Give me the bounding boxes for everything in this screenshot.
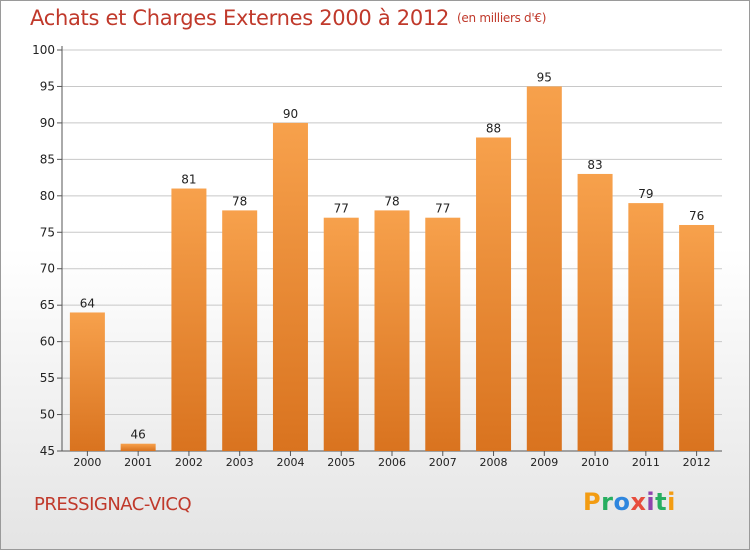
x-tick-label: 2000 [73, 456, 101, 469]
x-tick-label: 2002 [175, 456, 203, 469]
x-tick-label: 2001 [124, 456, 152, 469]
y-tick-label: 50 [40, 408, 55, 422]
logo-letter: r [601, 488, 614, 516]
bar-value-label: 81 [181, 173, 196, 187]
bar-value-label: 77 [435, 202, 450, 216]
bar-value-label: 88 [486, 121, 501, 135]
y-tick-label: 85 [40, 152, 55, 166]
x-tick-label: 2012 [683, 456, 711, 469]
y-tick-label: 75 [40, 225, 55, 239]
bar [171, 188, 207, 451]
logo-letter: t [655, 488, 668, 516]
logo-letter: x [630, 488, 647, 516]
bar [577, 173, 613, 452]
x-tick-label: 2006 [378, 456, 406, 469]
bar [526, 86, 562, 452]
x-tick-label: 2007 [429, 456, 457, 469]
bar-value-label: 77 [334, 202, 349, 216]
commune-name: PRESSIGNAC-VICQ [34, 494, 192, 515]
logo-letter: i [646, 488, 656, 516]
x-tick-label: 2003 [226, 456, 254, 469]
y-tick-label: 80 [40, 189, 55, 203]
chart-unit: (en milliers d'€) [457, 11, 547, 25]
y-tick-label: 70 [40, 262, 55, 276]
bar [222, 210, 258, 451]
x-tick-label: 2005 [327, 456, 355, 469]
y-tick-label: 65 [40, 298, 55, 312]
bar-value-label: 90 [283, 107, 298, 121]
logo-letter: P [583, 488, 602, 516]
y-tick-label: 45 [40, 444, 55, 458]
bar-value-label: 79 [638, 187, 653, 201]
y-tick-label: 95 [40, 79, 55, 93]
x-tick-label: 2004 [276, 456, 304, 469]
x-tick-label: 2011 [632, 456, 660, 469]
bar [323, 217, 359, 451]
x-tick-label: 2010 [581, 456, 609, 469]
bar [679, 224, 715, 451]
x-tick-label: 2008 [480, 456, 508, 469]
bar [69, 312, 105, 451]
bar [374, 210, 410, 451]
logo-letter: i [667, 488, 676, 516]
proxiti-logo: Proxiti [583, 488, 676, 516]
bar [628, 203, 664, 451]
bar-value-label: 46 [131, 428, 146, 442]
bar-value-label: 95 [537, 70, 552, 84]
x-tick-label: 2009 [530, 456, 558, 469]
chart-title: Achats et Charges Externes 2000 à 2012 (e… [30, 6, 546, 30]
bar-value-label: 78 [384, 194, 399, 208]
bar-value-label: 76 [689, 209, 704, 223]
bar [272, 122, 308, 451]
y-tick-label: 90 [40, 116, 55, 130]
bar [425, 217, 461, 451]
bar-value-label: 64 [80, 296, 95, 310]
bar [476, 137, 512, 451]
chart-title-text: Achats et Charges Externes 2000 à 2012 [30, 6, 450, 30]
logo-letter: o [613, 488, 631, 516]
bar-value-label: 78 [232, 194, 247, 208]
y-tick-label: 60 [40, 335, 55, 349]
y-tick-label: 100 [32, 43, 55, 57]
y-tick-label: 55 [40, 371, 55, 385]
bar-value-label: 83 [587, 158, 602, 172]
bar [120, 443, 156, 451]
